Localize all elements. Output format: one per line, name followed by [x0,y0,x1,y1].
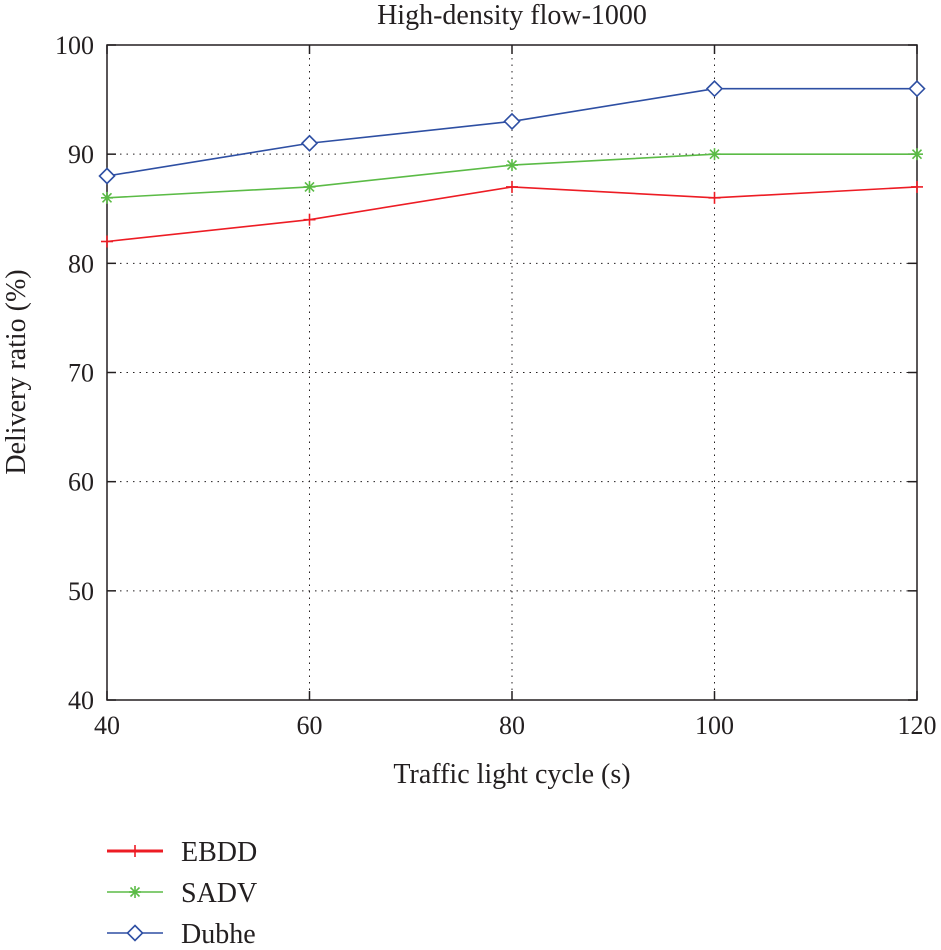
marker-stroke [129,886,141,898]
legend-label: EBDD [181,837,257,868]
x-axis-label: Traffic light cycle (s) [393,759,630,790]
chart-title: High-density flow-1000 [377,0,647,31]
data-point-ebdd [708,191,721,204]
y-tick-label: 70 [68,359,94,388]
data-point-sadv [911,148,923,161]
legend-marker [126,924,144,942]
data-point-sadv [101,191,113,204]
x-tick-label: 120 [898,711,937,740]
series-lines [98,80,926,248]
marker-stroke [101,192,113,203]
legend-item-ebdd: EBDD [107,837,257,868]
legend: EBDD SADV Dubhe [107,837,257,950]
series-sadv [101,148,923,204]
grid [107,45,917,700]
series-dubhe [98,80,926,185]
legend-label: SADV [181,878,257,909]
data-point-dubhe [705,80,724,98]
legend-marker [129,886,141,898]
legend-item-sadv: SADV [107,878,257,909]
y-tick-label: 90 [68,140,94,169]
y-tick-label: 40 [68,686,94,715]
marker-stroke [709,149,720,160]
x-tick-label: 80 [499,711,525,740]
legend-label: Dubhe [181,919,256,945]
axis-ticks: 40 60 80 100 120 40 50 60 70 80 90 100 [55,31,937,740]
marker-stroke [304,181,315,192]
data-point-ebdd [303,213,316,226]
legend-marker [129,845,141,857]
data-point-ebdd [506,180,518,193]
legend-item-dubhe: Dubhe [107,919,256,950]
marker-stroke [911,149,923,160]
x-tick-label: 100 [695,711,734,740]
data-point-dubhe [98,167,116,185]
data-point-sadv [708,148,721,161]
marker-stroke [506,160,518,171]
series-ebdd [101,180,923,248]
data-point-sadv [303,180,316,193]
x-tick-label: 40 [94,711,120,740]
y-axis-label: Delivery ratio (%) [1,269,32,474]
y-tick-label: 50 [68,577,94,606]
y-tick-label: 80 [68,249,94,278]
y-tick-label: 60 [68,468,94,497]
data-point-dubhe [908,80,926,98]
data-point-ebdd [911,180,923,193]
data-point-dubhe [503,112,521,131]
x-tick-label: 60 [297,711,323,740]
data-point-ebdd [101,235,113,248]
data-point-sadv [506,159,518,172]
y-tick-label: 100 [55,31,94,60]
data-point-dubhe [300,134,319,152]
